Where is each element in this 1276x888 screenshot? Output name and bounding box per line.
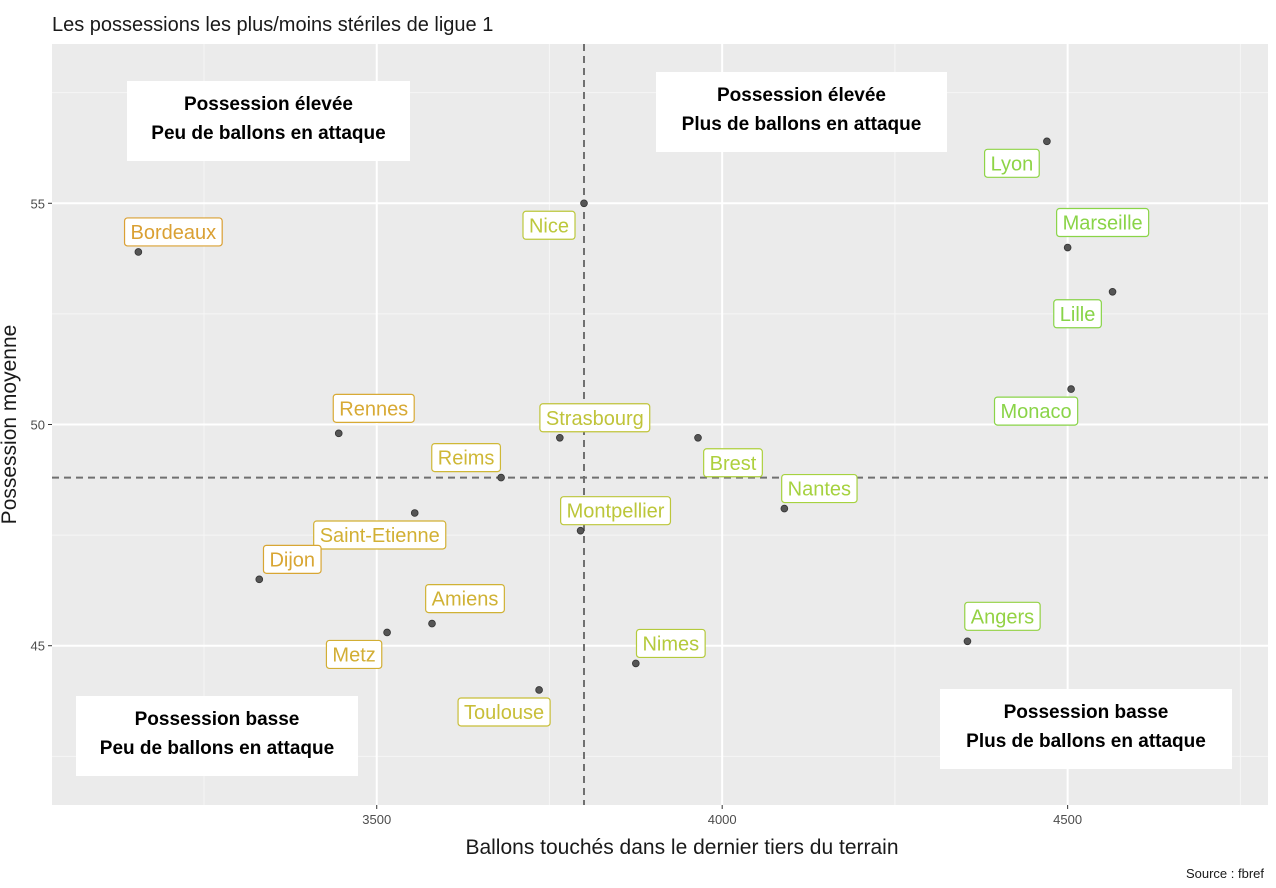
point-label: Toulouse <box>457 697 551 727</box>
point-label-box <box>703 448 763 478</box>
point-label-text: Saint-Etienne <box>320 525 440 547</box>
point-label-box <box>325 639 383 670</box>
point-label-box <box>332 393 415 423</box>
data-point <box>383 628 391 637</box>
point-label-box <box>964 601 1041 631</box>
point-label-text: Brest <box>710 453 757 475</box>
quadrant-label-bottom-left-line2: Peu de ballons en attaque <box>99 738 335 759</box>
quadrant-label-top-right: Possession élevée Plus de ballons en att… <box>656 72 947 152</box>
point-label-box <box>431 442 502 473</box>
x-axis-label: Ballons touchés dans le dernier tiers du… <box>465 836 898 859</box>
point-label: Saint-Etienne <box>313 520 447 550</box>
point-label: Metz <box>325 639 383 670</box>
y-axis-label: Possession moyenne <box>0 325 21 525</box>
y-tick-label: 50 <box>31 418 45 433</box>
point-label-box <box>262 544 322 574</box>
y-tick-label: 45 <box>31 639 45 654</box>
point-label-box <box>560 496 672 526</box>
quadrant-label-top-right-line1: Possession élevée <box>717 85 886 106</box>
point-label-text: Bordeaux <box>131 222 217 244</box>
point-label: Montpellier <box>560 496 672 526</box>
point-label-box <box>1053 299 1102 329</box>
point-label: Angers <box>964 601 1041 631</box>
data-point <box>334 429 343 438</box>
data-point <box>694 433 702 442</box>
point-label-text: Metz <box>332 644 375 666</box>
quadrant-label-top-left-line2: Peu de ballons en attaque <box>151 123 386 144</box>
point-label-text: Marseille <box>1063 213 1143 235</box>
data-point <box>576 526 585 535</box>
data-point <box>1043 137 1051 146</box>
point-label: Nice <box>522 210 576 240</box>
data-point <box>428 619 436 628</box>
point-label-box <box>781 473 858 504</box>
point-label-text: Angers <box>971 606 1034 628</box>
point-label-box <box>313 520 447 550</box>
x-tick-label: 4500 <box>1053 812 1082 827</box>
data-point <box>1063 243 1072 252</box>
point-label-text: Toulouse <box>464 702 544 724</box>
point-label: Strasbourg <box>539 403 651 433</box>
point-label-box <box>539 403 651 433</box>
point-label: Lille <box>1053 299 1102 329</box>
data-point <box>535 686 543 694</box>
point-label: Marseille <box>1056 207 1150 238</box>
data-point <box>780 504 789 513</box>
quadrant-label-bottom-right-line2: Plus de ballons en attaque <box>966 731 1206 752</box>
x-tick-label: 3500 <box>362 812 391 827</box>
quadrant-label-bottom-right: Possession basse Plus de ballons en atta… <box>940 689 1232 769</box>
quadrant-label-bottom-left-line1: Possession basse <box>134 709 300 730</box>
point-label: Nantes <box>781 473 858 504</box>
point-label-box <box>123 217 223 247</box>
point-label-text: Rennes <box>339 398 408 420</box>
data-point <box>497 473 505 482</box>
data-point <box>556 433 564 442</box>
data-point <box>632 659 640 668</box>
data-point <box>580 199 588 208</box>
point-label: Brest <box>703 448 763 478</box>
data-point <box>1108 287 1117 296</box>
point-label: Amiens <box>425 583 505 614</box>
point-label-text: Nimes <box>642 633 699 655</box>
point-label-box <box>457 697 551 727</box>
source-note: Source : fbref <box>1185 866 1264 881</box>
data-point <box>410 509 419 517</box>
quadrant-label-bottom-left: Possession basse Peu de ballons en attaq… <box>76 696 358 776</box>
point-label-box <box>425 583 505 614</box>
point-label: Lyon <box>983 148 1040 178</box>
chart-title: Les possessions les plus/moins stériles … <box>52 14 494 36</box>
x-tick-label: 4000 <box>708 812 737 827</box>
point-label: Reims <box>431 442 502 473</box>
data-point <box>963 637 972 646</box>
quadrant-label-top-left-line1: Possession élevée <box>184 94 353 115</box>
data-point <box>134 248 143 256</box>
point-label-text: Reims <box>438 448 495 470</box>
quadrant-label-top-right-line2: Plus de ballons en attaque <box>681 114 922 135</box>
point-label-text: Dijon <box>269 549 315 571</box>
point-label-text: Lyon <box>991 153 1034 175</box>
y-tick-label: 55 <box>31 196 45 211</box>
point-label-box <box>635 628 706 659</box>
point-label-box <box>993 396 1079 426</box>
quadrant-label-top-left: Possession élevée Peu de ballons en atta… <box>127 81 410 161</box>
point-label-text: Strasbourg <box>546 408 644 430</box>
point-label-box <box>1056 207 1150 238</box>
point-label-text: Montpellier <box>567 501 665 523</box>
point-label-text: Amiens <box>432 589 499 611</box>
point-label: Nimes <box>635 628 706 659</box>
point-label: Monaco <box>993 396 1079 426</box>
point-label-text: Monaco <box>1001 401 1072 423</box>
point-label-text: Nice <box>529 215 569 237</box>
data-point <box>255 575 264 584</box>
point-label: Rennes <box>332 393 415 423</box>
point-label: Dijon <box>262 544 322 574</box>
point-label-box <box>983 148 1040 178</box>
point-label-text: Nantes <box>788 479 851 501</box>
point-label-box <box>522 210 576 240</box>
data-point <box>1067 385 1075 393</box>
point-label: Bordeaux <box>123 217 223 247</box>
quadrant-label-bottom-right-line1: Possession basse <box>1003 702 1169 723</box>
point-label-text: Lille <box>1060 304 1096 326</box>
